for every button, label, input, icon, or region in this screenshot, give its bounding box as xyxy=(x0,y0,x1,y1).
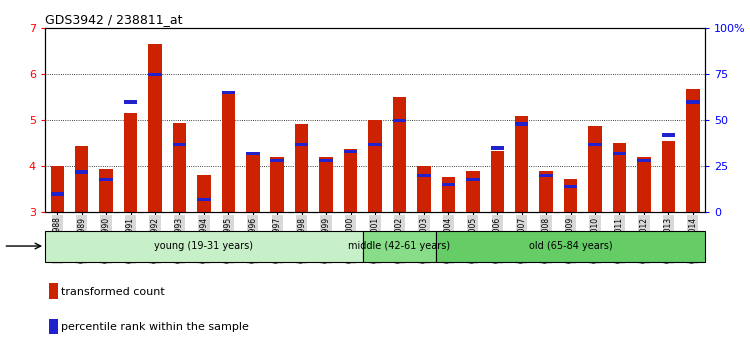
FancyBboxPatch shape xyxy=(45,231,363,262)
Text: young (19-31 years): young (19-31 years) xyxy=(154,241,254,251)
Bar xyxy=(686,89,700,212)
Bar xyxy=(50,166,64,212)
Bar xyxy=(75,146,88,212)
Bar xyxy=(686,100,700,104)
Bar xyxy=(588,143,602,146)
Bar xyxy=(466,178,479,181)
Bar xyxy=(588,126,602,212)
Bar xyxy=(124,113,137,212)
Bar xyxy=(466,171,479,212)
Bar xyxy=(197,198,211,201)
Bar xyxy=(662,141,675,212)
Bar xyxy=(344,150,357,153)
Bar xyxy=(638,157,650,212)
Bar xyxy=(197,175,211,212)
Bar xyxy=(320,159,333,162)
Bar xyxy=(539,174,553,177)
Bar xyxy=(539,171,553,212)
Bar xyxy=(515,116,529,212)
Bar xyxy=(124,100,137,104)
Bar xyxy=(100,178,112,181)
Bar xyxy=(393,97,406,212)
Bar xyxy=(295,143,308,146)
Bar xyxy=(515,122,529,126)
Bar xyxy=(564,179,578,212)
Bar xyxy=(148,45,162,212)
Bar xyxy=(221,92,235,212)
Bar xyxy=(295,124,308,212)
Bar xyxy=(172,143,186,146)
Bar xyxy=(662,133,675,137)
FancyBboxPatch shape xyxy=(436,231,705,262)
FancyBboxPatch shape xyxy=(363,231,436,262)
Bar xyxy=(613,143,626,212)
Bar xyxy=(49,319,58,334)
Bar xyxy=(417,166,430,212)
Bar xyxy=(442,177,455,212)
Bar xyxy=(490,151,504,212)
Bar xyxy=(221,91,235,95)
Bar xyxy=(75,170,88,173)
Bar xyxy=(100,169,112,212)
Text: GDS3942 / 238811_at: GDS3942 / 238811_at xyxy=(45,13,182,26)
Bar xyxy=(417,174,430,177)
Bar xyxy=(49,283,58,299)
Bar xyxy=(638,159,650,162)
Bar xyxy=(320,157,333,212)
Bar xyxy=(613,152,626,155)
Bar xyxy=(148,73,162,76)
Text: middle (42-61 years): middle (42-61 years) xyxy=(349,241,451,251)
Bar xyxy=(490,146,504,150)
Text: old (65-84 years): old (65-84 years) xyxy=(529,241,612,251)
Bar xyxy=(172,123,186,212)
Text: transformed count: transformed count xyxy=(62,287,165,297)
Bar xyxy=(564,185,578,188)
Bar xyxy=(246,153,259,212)
Bar xyxy=(246,152,259,155)
Bar xyxy=(50,192,64,196)
Bar xyxy=(368,120,382,212)
Bar xyxy=(271,159,284,162)
Text: percentile rank within the sample: percentile rank within the sample xyxy=(62,322,249,332)
Bar xyxy=(368,143,382,146)
Bar xyxy=(271,157,284,212)
Bar xyxy=(442,183,455,187)
Bar xyxy=(393,119,406,122)
Bar xyxy=(344,149,357,212)
